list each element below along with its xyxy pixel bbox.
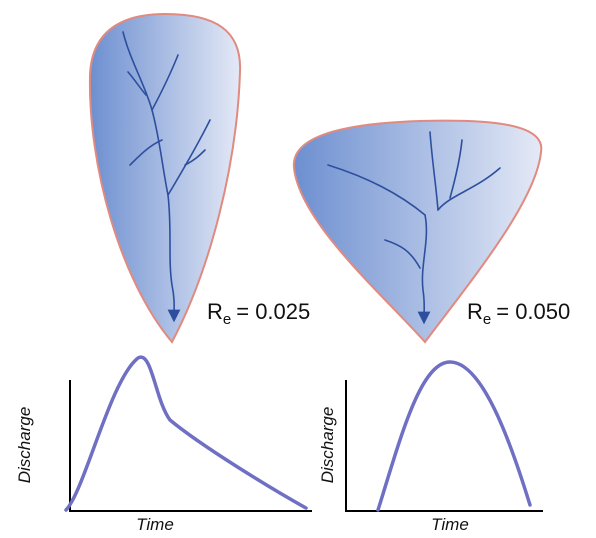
round-basin (292, 119, 543, 344)
subscript: e (223, 311, 231, 328)
symbol: R (467, 299, 483, 324)
y-axis-label: Discharge (15, 407, 34, 484)
hydrograph-curve (64, 355, 308, 512)
ratio-value: = 0.050 (496, 299, 570, 324)
symbol: R (207, 299, 223, 324)
x-axis-label: Time (136, 515, 174, 534)
x-axis-label: Time (431, 515, 469, 534)
hydrograph-curve (376, 360, 532, 512)
axes (345, 380, 543, 512)
y-axis-label: Discharge (318, 407, 337, 484)
stream-network (327, 131, 501, 325)
subscript: e (483, 311, 491, 328)
stream-network (122, 31, 211, 323)
ratio-value: = 0.025 (236, 299, 310, 324)
elongation-ratio-label: Re = 0.025 (207, 299, 310, 328)
axes (69, 380, 312, 512)
elongation-ratio-label: Re = 0.050 (467, 299, 570, 328)
